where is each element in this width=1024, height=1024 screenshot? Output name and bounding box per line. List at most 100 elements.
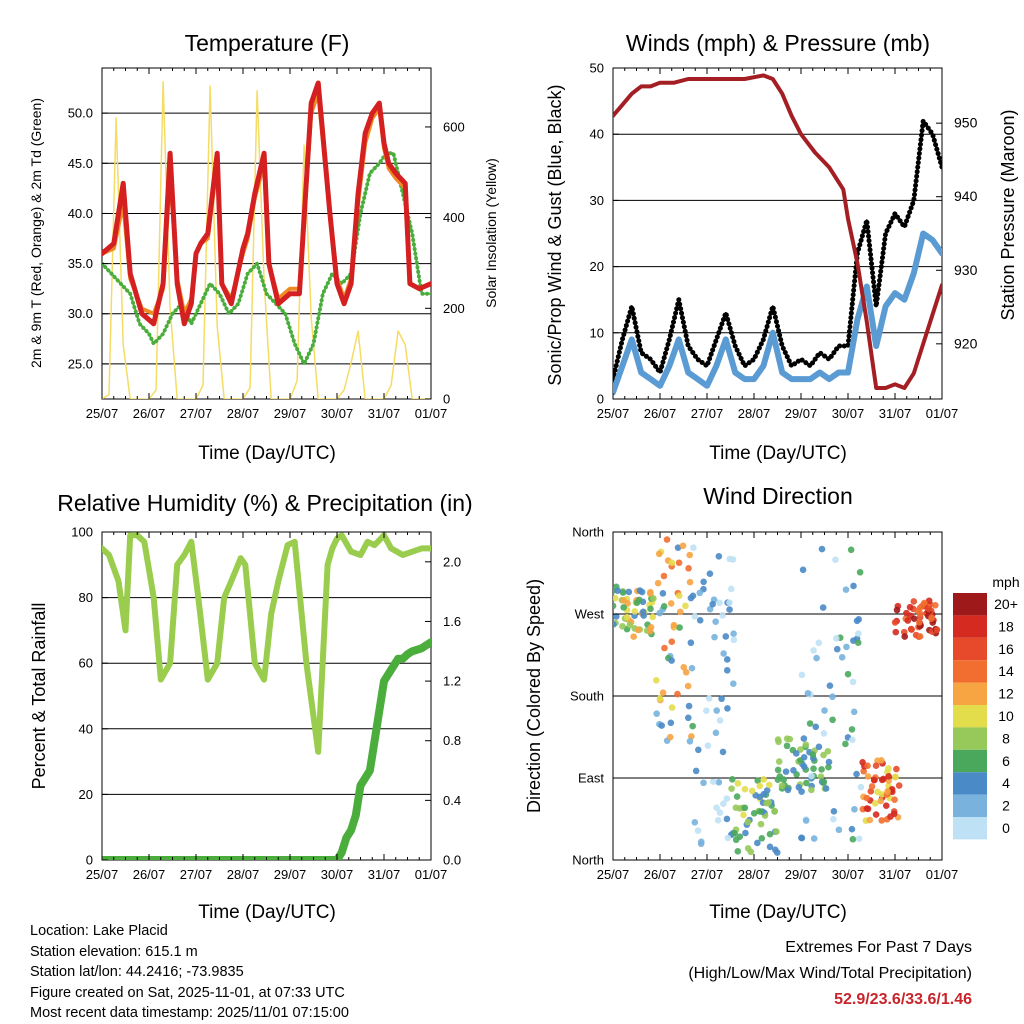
direction-point: [732, 804, 740, 811]
direction-point: [765, 781, 773, 789]
series-line-pressure: [613, 73, 942, 390]
direction-point: [719, 612, 726, 619]
direction-point: [850, 582, 857, 590]
direction-point: [830, 808, 838, 815]
direction-point: [729, 776, 736, 783]
series-line-wind: [613, 230, 942, 396]
direction-point: [848, 726, 856, 733]
x-tick-label: 28/07: [227, 406, 260, 421]
temperature-title: Temperature (F): [185, 30, 350, 56]
direction-point: [716, 809, 724, 816]
direction-point: [864, 773, 872, 780]
direction-point: [750, 810, 758, 817]
direction-point: [849, 736, 856, 744]
direction-point: [694, 827, 702, 834]
legend-swatch: [953, 749, 987, 773]
y2-tick-label: 940: [954, 188, 978, 204]
x-tick-label: 27/07: [691, 406, 724, 421]
direction-point: [723, 815, 731, 823]
y-tick-label: 25.0: [68, 356, 93, 371]
direction-point: [712, 618, 719, 625]
speed-legend-title: mph: [992, 574, 1019, 590]
direction-point: [893, 606, 901, 614]
direction-point: [810, 647, 817, 654]
x-tick-label: 25/07: [597, 867, 630, 882]
x-tick-label: 26/07: [644, 406, 677, 421]
series-line-temp2m: [102, 80, 431, 327]
direction-point: [850, 708, 858, 716]
x-tick-label: 29/07: [785, 867, 818, 882]
direction-point: [656, 695, 664, 702]
direction-point: [729, 680, 737, 687]
direction-point: [855, 630, 862, 637]
series-line-solar: [102, 80, 431, 399]
direction-point: [904, 617, 912, 624]
wind-direction-x-label: Time (Day/UTC): [709, 902, 847, 923]
direction-point: [802, 817, 810, 824]
direction-point: [740, 811, 747, 819]
y-tick-label: 0: [597, 392, 604, 407]
direction-point: [677, 608, 684, 616]
direction-point: [916, 633, 924, 640]
direction-point: [860, 767, 867, 775]
direction-point: [682, 602, 689, 610]
legend-label: 4: [1002, 775, 1010, 791]
humidity-title: Relative Humidity (%) & Precipitation (i…: [57, 490, 472, 516]
direction-point: [741, 804, 749, 812]
direction-point: [674, 690, 681, 698]
direction-point: [623, 613, 631, 621]
y2-tick-label: 0.0: [443, 853, 461, 868]
direction-point: [680, 663, 688, 671]
direction-point: [815, 743, 823, 751]
y2-tick-label: 0.8: [443, 733, 461, 748]
direction-point: [747, 848, 755, 856]
direction-point: [829, 693, 836, 701]
direction-point: [795, 784, 803, 791]
winds-x-label: Time (Day/UTC): [709, 443, 847, 464]
direction-point: [709, 778, 717, 785]
direction-point: [775, 758, 783, 765]
direction-point: [720, 650, 727, 657]
direction-point: [660, 572, 668, 580]
direction-point: [843, 643, 850, 651]
y2-tick-label: 920: [954, 335, 978, 351]
y-tick-label: 20: [590, 259, 604, 274]
y2-tick-label: 400: [443, 210, 465, 225]
direction-point: [871, 800, 879, 807]
direction-point: [818, 766, 825, 773]
direction-point: [815, 639, 823, 647]
direction-point: [903, 609, 910, 617]
direction-point: [654, 579, 662, 587]
direction-point: [697, 840, 705, 848]
direction-point: [674, 544, 682, 551]
direction-point: [635, 596, 643, 604]
direction-point: [714, 816, 722, 824]
direction-point: [853, 770, 860, 778]
direction-point: [925, 605, 933, 613]
direction-point: [640, 612, 647, 619]
direction-point: [887, 813, 894, 820]
direction-point: [774, 776, 782, 783]
x-tick-label: 01/07: [415, 406, 448, 421]
y-tick-label: 35.0: [68, 256, 93, 271]
direction-point: [810, 835, 818, 842]
direction-point: [668, 704, 676, 711]
direction-point: [800, 753, 808, 761]
legend-swatch: [953, 637, 987, 661]
direction-point: [686, 737, 694, 745]
direction-point: [908, 626, 915, 633]
direction-point: [798, 671, 806, 679]
legend-label: 2: [1002, 798, 1010, 814]
temperature-y2-label: Solar Insolation (Yellow): [483, 158, 499, 308]
wind-direction-title: Wind Direction: [703, 483, 853, 509]
direction-point: [882, 802, 890, 809]
direction-point: [822, 785, 830, 792]
y-tick-label: 0: [86, 853, 93, 868]
direction-point: [925, 597, 933, 605]
direction-point: [653, 710, 660, 717]
direction-point: [723, 667, 731, 674]
direction-point: [854, 639, 862, 647]
direction-point: [895, 782, 903, 789]
direction-point: [844, 670, 852, 678]
